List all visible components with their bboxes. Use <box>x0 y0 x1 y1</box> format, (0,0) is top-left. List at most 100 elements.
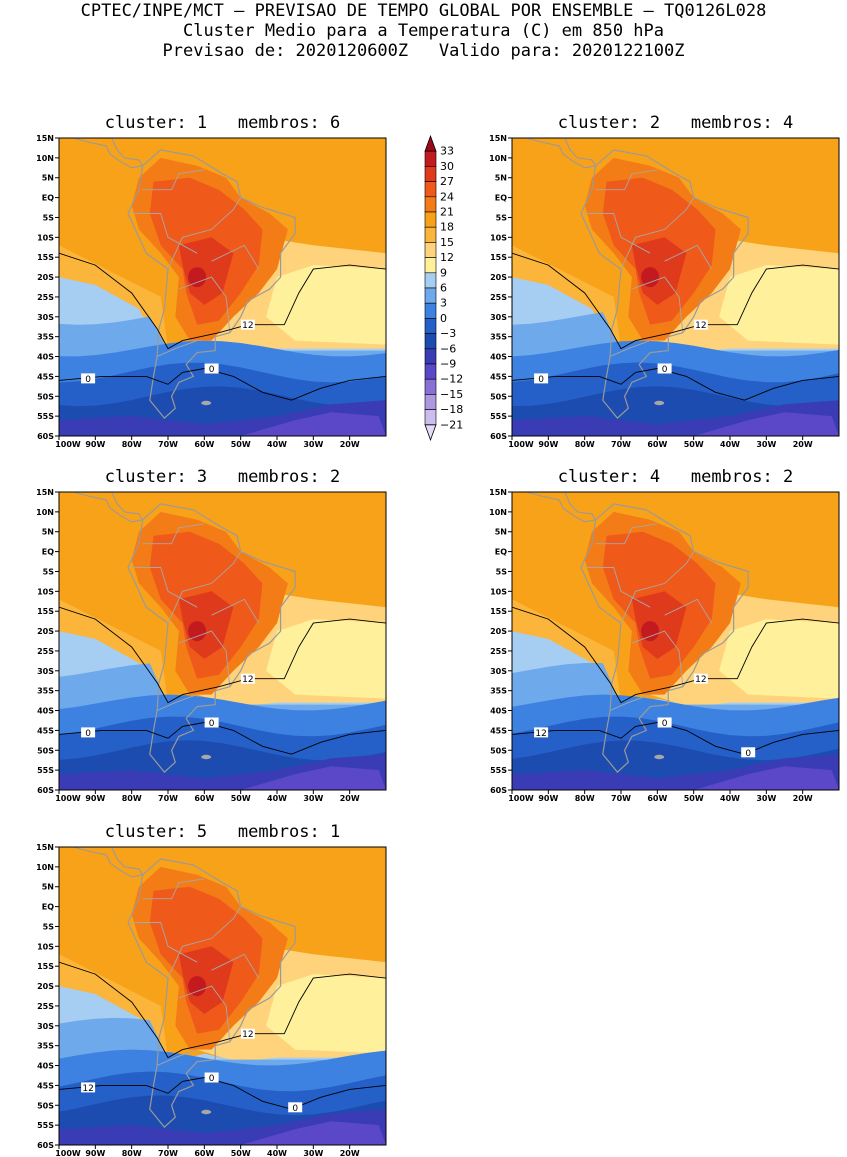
lat-tick-label: 50S <box>37 392 54 401</box>
lat-tick-label: 20S <box>37 982 54 991</box>
lon-tick-label: 40W <box>720 794 740 803</box>
colorbar-swatch <box>424 181 437 198</box>
lon-tick-label: 70W <box>611 794 631 803</box>
contour-label: 0 <box>85 375 91 385</box>
lon-tick-label: 40W <box>267 1149 287 1157</box>
map-panel-4: 12 12 0 0 15N 10N 5N EQ 5S 10S 15S 20S 25S 30S 35S 40S 4… <box>489 488 840 803</box>
contour-label-bg <box>204 363 219 374</box>
lat-tick-label: 25S <box>37 293 54 302</box>
map-panel-3: 12 0 0 15N 10N 5N EQ 5S 10S 15S 20S 25S 30S 35S 40S 45S… <box>36 488 387 803</box>
lat-tick-label: 5S <box>43 568 55 577</box>
colorbar-label: −12 <box>440 373 463 386</box>
lat-tick-label: 40S <box>37 353 54 362</box>
lat-tick-label: 10N <box>36 863 54 872</box>
lat-tick-label: 5N <box>42 528 54 537</box>
lon-tick-label: 80W <box>575 794 595 803</box>
contour-label: 0 <box>292 1104 298 1114</box>
colorbar-swatch <box>424 394 437 410</box>
lon-tick-label: 90W <box>538 794 558 803</box>
colorbar-label: −3 <box>440 327 456 340</box>
lat-tick-label: 15N <box>489 488 507 497</box>
lon-tick-label: 70W <box>611 440 631 449</box>
contour-label: 0 <box>209 365 215 375</box>
lat-tick-label: 45S <box>490 372 507 381</box>
colorbar-label: 24 <box>440 190 454 203</box>
contour-label: 0 <box>662 365 668 375</box>
lon-tick-label: 50W <box>231 440 251 449</box>
lat-tick-label: 40S <box>490 707 507 716</box>
colorbar-swatch <box>424 424 437 442</box>
lat-tick-label: 45S <box>37 726 54 735</box>
contour-label-bg <box>240 319 255 330</box>
lon-tick-label: 60W <box>194 794 214 803</box>
colorbar-swatch <box>424 257 437 274</box>
lat-tick-label: 45S <box>37 1081 54 1090</box>
lat-tick-label: 5N <box>42 174 54 183</box>
lat-tick-label: 40S <box>37 1062 54 1071</box>
colorbar-label: 33 <box>440 145 454 158</box>
lat-tick-label: 5S <box>43 923 55 932</box>
colorbar-label: 15 <box>440 236 454 249</box>
lon-tick-label: 70W <box>158 1149 178 1157</box>
lon-tick-label: 90W <box>85 794 105 803</box>
contour-label: 12 <box>695 321 706 331</box>
lon-tick-label: 40W <box>267 794 287 803</box>
contour-label-bg <box>81 373 96 384</box>
contour-label: 12 <box>695 675 706 685</box>
lat-tick-label: 15N <box>36 843 54 852</box>
lon-tick-label: 100W <box>508 440 534 449</box>
lon-tick-label: 20W <box>793 440 813 449</box>
lat-tick-label: 15N <box>489 134 507 143</box>
header-title: CPTEC/INPE/MCT — PREVISAO DE TEMPO GLOBA… <box>80 1 767 21</box>
lon-tick-label: 40W <box>267 440 287 449</box>
lat-tick-label: EQ <box>42 194 54 203</box>
lat-tick-label: 30S <box>490 667 507 676</box>
lon-tick-label: 60W <box>194 440 214 449</box>
lat-tick-label: 10N <box>36 154 54 163</box>
contour-label: 12 <box>242 321 253 331</box>
panel-title-5: cluster: 5 membros: 1 <box>104 822 341 842</box>
lat-tick-label: 35S <box>490 687 507 696</box>
colorbar-swatch <box>424 318 437 334</box>
map-panel-2: 12 0 0 15N 10N 5N EQ 5S 10S 15S 20S 25S 30S 35S 40S 45S… <box>489 134 840 449</box>
lon-tick-label: 30W <box>303 440 323 449</box>
lat-tick-label: 35S <box>37 333 54 342</box>
header-dates: Previsao de: 2020120600Z Valido para: 20… <box>162 41 685 61</box>
lat-tick-label: 60S <box>37 432 54 441</box>
contour-label-bg <box>693 319 708 330</box>
colorbar-label: 30 <box>440 160 454 173</box>
lat-tick-label: EQ <box>495 194 507 203</box>
contour-label: 0 <box>209 1074 215 1084</box>
lon-tick-label: 80W <box>575 440 595 449</box>
colorbar-label: 18 <box>440 221 454 234</box>
lat-tick-label: 15N <box>36 488 54 497</box>
lat-tick-label: 35S <box>37 687 54 696</box>
lat-tick-label: 60S <box>490 432 507 441</box>
colorbar-label: −6 <box>440 342 456 355</box>
lat-tick-label: 5N <box>42 883 54 892</box>
lon-tick-label: 50W <box>231 1149 251 1157</box>
colorbar-swatch <box>424 378 437 395</box>
lat-tick-label: 10S <box>37 942 54 951</box>
lat-tick-label: 5S <box>43 214 55 223</box>
colorbar-label: 3 <box>440 297 447 310</box>
lon-tick-label: 60W <box>647 794 667 803</box>
contour-label-bg <box>81 1082 96 1093</box>
lon-tick-label: 50W <box>684 794 704 803</box>
contour-label: 12 <box>242 675 253 685</box>
colorbar-swatch <box>424 302 437 319</box>
lon-tick-label: 50W <box>684 440 704 449</box>
lat-tick-label: 60S <box>37 786 54 795</box>
lon-tick-label: 40W <box>720 440 740 449</box>
lat-tick-label: 15S <box>490 253 507 262</box>
colorbar-swatch <box>424 134 437 152</box>
lat-tick-label: 20S <box>490 627 507 636</box>
lon-tick-label: 30W <box>303 1149 323 1157</box>
lat-tick-label: 10N <box>489 154 507 163</box>
colorbar-swatch <box>424 333 437 350</box>
colorbar-label: −15 <box>440 388 463 401</box>
lat-tick-label: 50S <box>490 746 507 755</box>
lat-tick-label: 25S <box>490 293 507 302</box>
